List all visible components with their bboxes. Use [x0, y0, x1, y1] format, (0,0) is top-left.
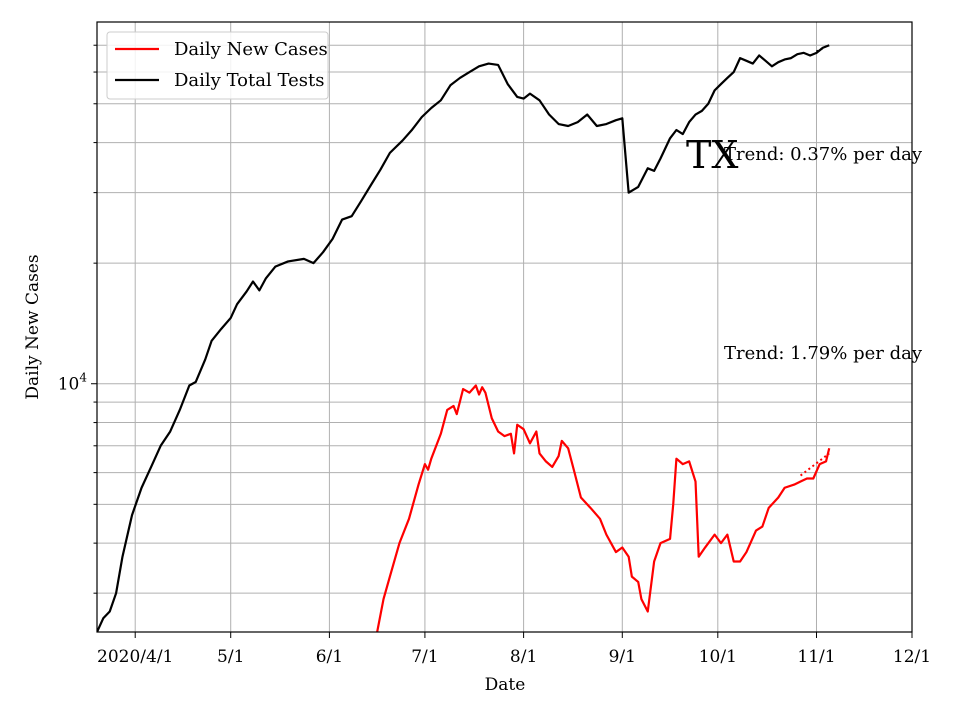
trend-line: [816, 45, 827, 53]
x-tick-label: 6/1: [316, 647, 343, 667]
legend: Daily New Cases Daily Total Tests: [106, 31, 329, 100]
x-tick-label: 5/1: [217, 647, 244, 667]
grid: [97, 22, 913, 632]
axis-ticks: 2020/4/1 5/1 6/1 7/1 8/1 9/1 10/1 11/1 12/1 104: [58, 44, 931, 667]
series-line-daily-total-tests: [97, 44, 830, 632]
y-tick-label: 104: [58, 371, 88, 395]
state-label: TX: [686, 133, 738, 177]
legend-box: [106, 31, 329, 100]
trend-cases-label: Trend: 1.79% per day: [724, 343, 923, 364]
x-tick-label: 8/1: [510, 647, 537, 667]
x-axis-label: Date: [485, 675, 526, 695]
x-tick-label: 9/1: [609, 647, 636, 667]
x-tick-label: 2020/4/1: [97, 647, 173, 667]
legend-label-daily-total-tests: Daily Total Tests: [174, 70, 324, 91]
plot-frame: [96, 21, 913, 633]
x-tick-label: 7/1: [411, 647, 438, 667]
trend-lines: [799, 45, 830, 477]
x-tick-label: 12/1: [893, 647, 931, 667]
x-tick-label: 10/1: [699, 647, 737, 667]
x-tick-label: 11/1: [797, 647, 835, 667]
series-layer: [97, 44, 831, 632]
series-line-daily-new-cases: [376, 384, 831, 632]
trend-line: [799, 452, 830, 477]
y-axis-label: Daily New Cases: [23, 254, 43, 399]
trend-tests-label: Trend: 0.37% per day: [724, 144, 923, 165]
legend-label-daily-new-cases: Daily New Cases: [174, 39, 328, 60]
